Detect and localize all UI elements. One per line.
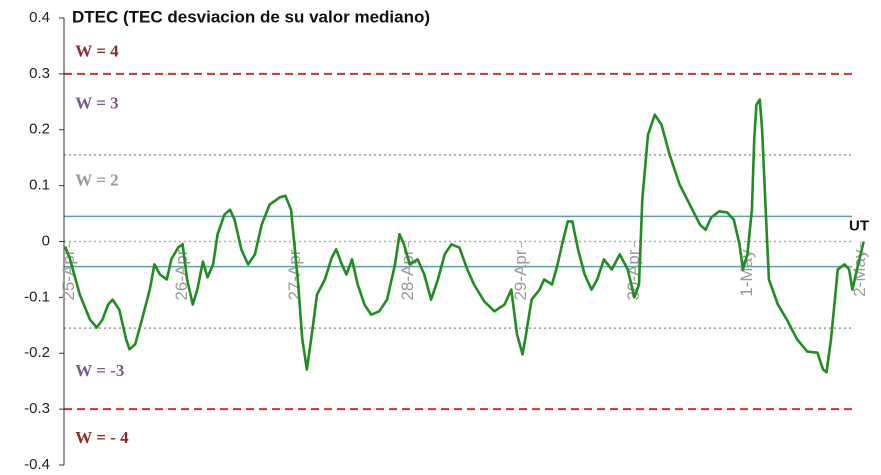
data-line: [63, 98, 865, 374]
y-tick-label: -0.2: [24, 344, 50, 361]
annotation: W = - 4: [75, 428, 129, 447]
annotation: W = 4: [75, 42, 119, 61]
x-tick-label: 26-Apr: [172, 249, 191, 300]
y-tick-label: -0.3: [24, 400, 50, 417]
y-tick-label: 0: [42, 232, 50, 249]
y-tick-label: 0.2: [29, 121, 50, 138]
y-tick-label: 0.3: [29, 65, 50, 82]
annotation: W = -3: [75, 361, 124, 380]
annotation: W = 3: [75, 94, 118, 113]
y-tick-label: 0.1: [29, 177, 50, 194]
x-tick-label: 25-Apr: [59, 249, 78, 300]
x-tick-label: 29-Apr: [511, 249, 530, 300]
y-tick-label: -0.1: [24, 288, 50, 305]
y-tick-label: 0.4: [29, 9, 50, 26]
annotation: W = 2: [75, 171, 118, 190]
y-tick-label: -0.4: [24, 456, 50, 473]
annotation: UT: [849, 217, 869, 234]
chart-title: DTEC (TEC desviacion de su valor mediano…: [72, 7, 430, 26]
